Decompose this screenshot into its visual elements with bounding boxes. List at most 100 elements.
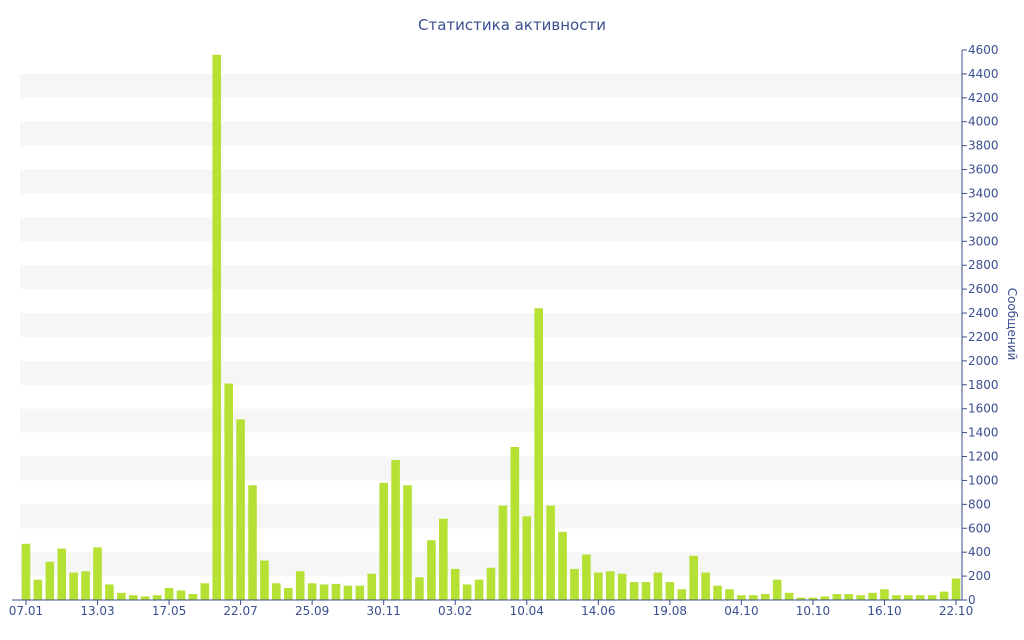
bar[interactable]: [939, 591, 949, 600]
y-axis-title: Сообщений: [1005, 288, 1019, 361]
bar[interactable]: [486, 567, 496, 600]
y-tick-label: 4400: [968, 67, 999, 81]
bar[interactable]: [439, 518, 448, 600]
y-tick-label: 4000: [968, 115, 999, 129]
bar[interactable]: [653, 572, 663, 601]
bar[interactable]: [558, 531, 567, 600]
y-axis: 0 200 400 600 800 1000 1200 1400 1600 1800 2000 220…: [961, 43, 999, 607]
bar[interactable]: [260, 560, 269, 600]
bar[interactable]: [295, 571, 305, 600]
bar[interactable]: [904, 595, 913, 600]
bar[interactable]: [93, 547, 102, 600]
bar[interactable]: [474, 579, 484, 600]
bar[interactable]: [784, 592, 794, 600]
bar[interactable]: [808, 597, 818, 600]
bar[interactable]: [749, 595, 758, 600]
bar[interactable]: [832, 594, 842, 600]
x-tick-label: 25.09: [295, 604, 329, 618]
bar[interactable]: [677, 589, 687, 600]
bar[interactable]: [21, 543, 31, 600]
bar[interactable]: [737, 595, 746, 600]
y-tick-label: 1600: [968, 402, 999, 416]
y-tick-label: 800: [968, 497, 991, 511]
y-tick-label: 2000: [968, 354, 999, 368]
bar[interactable]: [236, 419, 245, 600]
bar[interactable]: [188, 594, 198, 600]
bar[interactable]: [534, 308, 543, 600]
bar[interactable]: [856, 595, 865, 600]
bar[interactable]: [415, 577, 424, 600]
x-tick-label: 10.10: [796, 604, 830, 618]
bar[interactable]: [689, 555, 699, 600]
bar[interactable]: [224, 383, 233, 600]
bar[interactable]: [343, 585, 353, 600]
bar[interactable]: [796, 597, 806, 600]
bar[interactable]: [284, 588, 293, 600]
bar[interactable]: [450, 568, 460, 600]
bar[interactable]: [927, 595, 937, 600]
bar[interactable]: [176, 590, 186, 600]
bar[interactable]: [200, 583, 210, 600]
bar[interactable]: [570, 568, 579, 600]
bar[interactable]: [57, 548, 67, 600]
bar[interactable]: [892, 595, 901, 600]
bar[interactable]: [33, 579, 43, 600]
bar[interactable]: [140, 596, 150, 600]
y-tick-label: 0: [968, 593, 976, 607]
y-tick-label: 3200: [968, 210, 999, 224]
bar[interactable]: [665, 582, 675, 600]
bar[interactable]: [391, 460, 400, 600]
x-tick-label: 03.02: [438, 604, 472, 618]
bar[interactable]: [45, 561, 55, 600]
bar[interactable]: [701, 572, 710, 601]
bar[interactable]: [427, 540, 436, 600]
bar[interactable]: [522, 516, 532, 600]
x-tick-label: 14.06: [581, 604, 615, 618]
bar[interactable]: [915, 595, 925, 600]
bar[interactable]: [212, 54, 222, 600]
bar[interactable]: [164, 588, 174, 600]
bar[interactable]: [117, 592, 126, 600]
grid-band: [20, 456, 962, 481]
bar[interactable]: [319, 584, 329, 600]
bar[interactable]: [69, 572, 78, 601]
bar[interactable]: [880, 589, 889, 600]
bar[interactable]: [307, 583, 317, 600]
bar[interactable]: [248, 485, 257, 600]
y-tick-label: 400: [968, 545, 991, 559]
bar[interactable]: [128, 595, 138, 600]
bar[interactable]: [510, 446, 520, 600]
y-tick-label: 3400: [968, 186, 999, 200]
bar[interactable]: [367, 573, 377, 600]
bar[interactable]: [951, 578, 961, 600]
grid-band: [20, 73, 962, 98]
bar[interactable]: [844, 594, 854, 600]
bar[interactable]: [582, 554, 591, 600]
bar[interactable]: [81, 571, 90, 600]
bar[interactable]: [605, 571, 615, 600]
bar[interactable]: [820, 596, 830, 600]
bar[interactable]: [725, 589, 734, 600]
bar[interactable]: [498, 505, 508, 600]
bar[interactable]: [379, 482, 388, 600]
bar[interactable]: [617, 573, 627, 600]
bar[interactable]: [152, 595, 162, 600]
bar[interactable]: [772, 579, 782, 600]
bar[interactable]: [355, 585, 365, 600]
bar[interactable]: [594, 572, 603, 601]
bar[interactable]: [403, 485, 412, 600]
bar[interactable]: [713, 585, 722, 600]
x-axis: 07.01 13.03 17.05 22.07 25.09 30.11 03.02 10.04…: [9, 599, 973, 618]
bar[interactable]: [546, 505, 555, 600]
bar[interactable]: [629, 582, 639, 600]
bar[interactable]: [868, 592, 877, 600]
bar[interactable]: [105, 584, 114, 600]
bar[interactable]: [462, 584, 472, 600]
x-tick-label: 16.10: [867, 604, 901, 618]
x-tick-label: 22.07: [223, 604, 257, 618]
bar[interactable]: [760, 594, 770, 600]
bar[interactable]: [641, 582, 651, 600]
y-tick-label: 600: [968, 521, 991, 535]
bar[interactable]: [331, 583, 341, 600]
bar[interactable]: [272, 583, 281, 600]
